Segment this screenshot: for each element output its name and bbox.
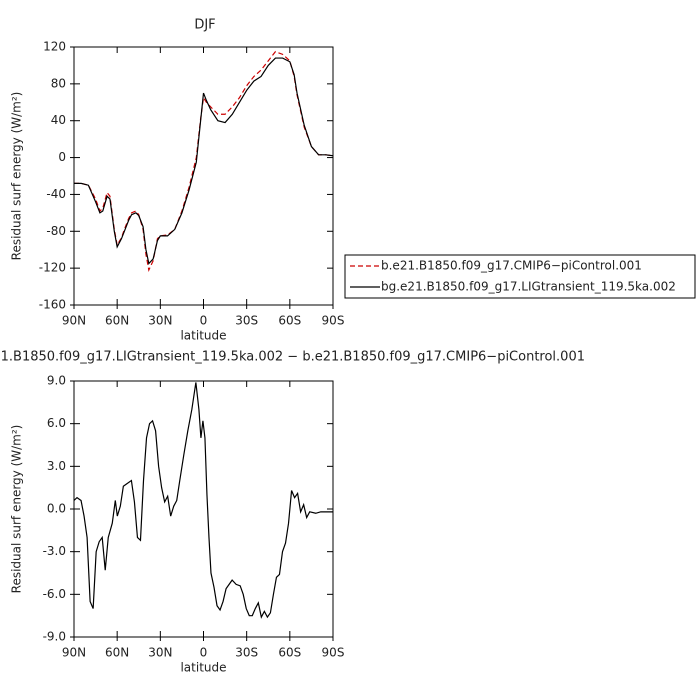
x-tick-label: 90S [322, 646, 345, 660]
y-tick-label: -120 [39, 261, 66, 275]
y-tick-label: 120 [43, 40, 66, 54]
x-tick-label: 30S [235, 314, 258, 328]
x-tick-label: 60N [105, 646, 129, 660]
y-tick-label: -9.0 [43, 630, 66, 644]
x-tick-label: 30N [148, 314, 172, 328]
x-tick-label: 0 [200, 314, 208, 328]
plot-frame [73, 380, 334, 638]
y-tick-label: 80 [51, 76, 66, 90]
data-line [73, 382, 333, 619]
legend-box [344, 254, 696, 299]
x-tick-label: 0 [200, 646, 208, 660]
plot-frame [73, 46, 334, 306]
y-tick-label: -3.0 [43, 544, 66, 558]
x-tick-label: 30N [148, 646, 172, 660]
chart-title: DJF [194, 18, 215, 33]
y-tick-label: -80 [46, 224, 66, 238]
y-tick-label: -6.0 [43, 587, 66, 601]
legend-label: b.e21.B1850.f09_g17.CMIP6−piControl.001 [381, 259, 642, 273]
x-tick-label: 90S [322, 314, 345, 328]
chart-title: bg.e21.B1850.f09_g17.LIGtransient_119.5k… [0, 350, 585, 365]
y-tick-label: 9.0 [47, 374, 66, 388]
legend-label: bg.e21.B1850.f09_g17.LIGtransient_119.5k… [381, 280, 676, 294]
y-tick-label: -160 [39, 298, 66, 312]
y-tick-label: -40 [46, 187, 66, 201]
x-tick-label: 60S [278, 646, 301, 660]
x-tick-label: 90N [62, 314, 86, 328]
x-axis-label: latitude [180, 661, 226, 675]
data-line [74, 57, 334, 265]
data-line [74, 50, 334, 272]
y-tick-label: 0.0 [47, 502, 66, 516]
y-tick-label: 3.0 [47, 459, 66, 473]
legend: b.e21.B1850.f09_g17.CMIP6−piControl.001b… [344, 254, 696, 299]
y-axis-label: Residual surf energy (W/m²) [10, 92, 24, 261]
y-tick-label: 6.0 [47, 416, 66, 430]
x-tick-label: 60N [105, 314, 129, 328]
y-axis-label: Residual surf energy (W/m²) [10, 425, 24, 594]
x-tick-label: 30S [235, 646, 258, 660]
x-tick-label: 60S [278, 314, 301, 328]
x-tick-label: 90N [62, 646, 86, 660]
y-tick-label: 40 [51, 113, 66, 127]
y-tick-label: 0 [58, 150, 66, 164]
x-axis-label: latitude [180, 329, 226, 343]
